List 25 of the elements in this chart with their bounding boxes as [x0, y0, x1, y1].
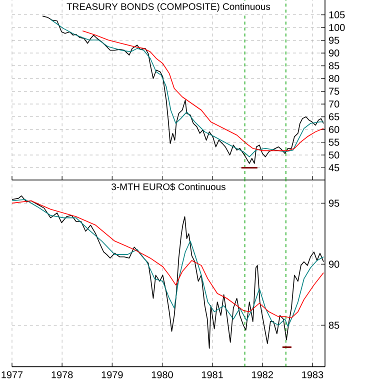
y-tick-label: 75: [329, 88, 340, 95]
y-tick-label: 90: [328, 50, 340, 57]
x-tick-label: 1980: [152, 371, 173, 378]
x-tick-label: 1978: [52, 371, 73, 378]
y-tick-label: 70: [329, 100, 340, 108]
chart-title: 3-MTH EURO$ Continuous: [112, 183, 226, 191]
x-tick-label: 1979: [102, 371, 123, 378]
y-tick-label: 45: [328, 164, 340, 172]
x-tick-label: 1983: [302, 371, 324, 378]
y-tick-label: 90: [328, 260, 340, 268]
y-tick-label: 55: [328, 138, 340, 146]
y-tick-label: 85: [328, 62, 340, 70]
y-tick-label: 60: [329, 126, 340, 134]
chart-title: TREASURY BONDS (COMPOSITE) Continuous: [66, 2, 270, 12]
y-tick-label: 50: [328, 151, 340, 159]
x-tick-label: 1977: [2, 371, 23, 378]
x-tick-label: 1981: [202, 371, 223, 378]
x-tick-label: 1982: [252, 371, 273, 378]
y-tick-label: 105: [329, 11, 345, 18]
y-tick-label: 65: [329, 113, 340, 120]
y-tick-label: 95: [328, 36, 340, 44]
y-tick-label: 80: [328, 74, 340, 82]
y-tick-label: 100: [329, 24, 345, 32]
y-tick-label: 95: [328, 200, 340, 207]
y-tick-label: 85: [328, 322, 340, 329]
